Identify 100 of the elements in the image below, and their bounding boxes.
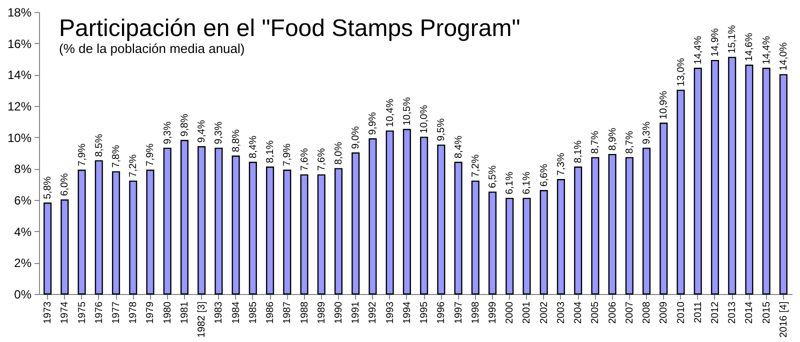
data-label: 10,5%	[402, 97, 413, 126]
bar	[420, 136, 428, 295]
x-tick-label: 2012	[710, 301, 721, 324]
bar	[232, 156, 240, 295]
bar	[266, 166, 274, 295]
data-label: 8,9%	[607, 128, 618, 151]
data-label: 14,4%	[761, 36, 772, 64]
data-label: 14,4%	[692, 36, 704, 64]
bar	[522, 198, 531, 295]
data-label: 14,0%	[778, 42, 790, 71]
data-label: 6,5%	[488, 165, 499, 188]
data-label: 8,1%	[265, 140, 276, 164]
x-tick-label: 1977	[111, 301, 122, 324]
bar	[488, 192, 497, 295]
bar	[556, 179, 565, 295]
y-tick-label: 8%	[14, 162, 32, 176]
data-label: 9,0%	[350, 126, 362, 149]
x-tick-label: 1989	[316, 301, 328, 324]
data-label: 7,9%	[282, 143, 294, 166]
y-tick-label: 2%	[14, 256, 32, 270]
bar	[728, 56, 736, 295]
data-label: 6,1%	[504, 172, 516, 194]
data-label: 13,0%	[676, 58, 687, 86]
x-tick-label: 1978	[128, 301, 140, 324]
chart-title: Participación en el "Food Stamps Program"	[59, 15, 520, 42]
data-label: 6,0%	[60, 173, 71, 196]
x-tick-label: 1992	[368, 301, 379, 324]
data-label: 9,3%	[642, 121, 653, 144]
bar	[745, 64, 754, 295]
data-label: 7,8%	[111, 144, 122, 168]
x-tick-label: 2001	[522, 301, 533, 324]
x-tick-label: 2002	[538, 301, 550, 324]
bar	[660, 122, 668, 295]
bar	[112, 171, 120, 295]
bar	[437, 144, 446, 295]
bar	[94, 160, 103, 295]
x-tick-label: 1979	[145, 301, 156, 324]
x-tick-label: 1991	[350, 301, 362, 324]
data-label: 7,3%	[556, 152, 567, 176]
x-tick-label: 2014	[744, 301, 756, 324]
x-tick-label: 1999	[488, 301, 499, 324]
bar	[300, 174, 308, 295]
bar	[283, 170, 292, 295]
data-label: 8,1%	[573, 140, 584, 164]
bar	[454, 162, 462, 295]
data-label: 7,6%	[316, 148, 328, 171]
bar	[60, 199, 69, 295]
x-tick-label: 1983	[214, 301, 225, 324]
x-tick-label: 1984	[230, 301, 242, 324]
data-label: 7,2%	[470, 154, 482, 178]
bar	[676, 90, 685, 295]
y-tick-label: 12%	[7, 100, 32, 114]
x-tick-label: 1990	[333, 301, 344, 324]
y-tick-label: 6%	[14, 194, 32, 208]
data-label: 9,8%	[179, 114, 190, 136]
data-label: 8,7%	[590, 130, 602, 154]
data-label: 14,6%	[744, 32, 756, 62]
bar	[129, 180, 138, 295]
x-tick-label: 2007	[624, 301, 636, 324]
bar	[44, 202, 52, 295]
x-tick-label: 2006	[607, 301, 618, 324]
x-tick-label: 2015	[761, 301, 772, 324]
x-tick-label: 1988	[299, 301, 310, 324]
data-label: 8,8%	[230, 129, 242, 152]
data-label: 7,2%	[128, 154, 140, 178]
y-tick-label: 4%	[14, 224, 32, 239]
bar	[506, 198, 514, 295]
x-tick-label: 2016 [4]	[778, 301, 790, 338]
bar	[642, 148, 651, 295]
bar	[710, 60, 720, 295]
x-tick-label: 2004	[573, 301, 584, 324]
bar	[368, 138, 377, 295]
bar	[352, 152, 360, 295]
bar	[402, 128, 411, 295]
bar	[386, 130, 394, 295]
data-label: 9,3%	[162, 121, 174, 144]
bar	[198, 146, 206, 295]
data-label: 7,9%	[145, 143, 156, 166]
y-tick-label: 18%	[7, 6, 32, 20]
bar	[574, 166, 582, 295]
y-tick-label: 10%	[7, 130, 32, 145]
data-label: 7,6%	[299, 148, 310, 171]
data-label: 10,4%	[384, 98, 396, 128]
data-label: 8,7%	[624, 130, 636, 154]
x-tick-label: 1997	[453, 301, 464, 324]
x-tick-label: 2013	[727, 301, 738, 324]
bar	[334, 168, 343, 295]
x-tick-label: 2009	[658, 301, 670, 324]
bar	[591, 157, 600, 295]
data-label: 10,9%	[658, 90, 670, 120]
x-tick-label: 2010	[676, 301, 687, 324]
data-label: 8,4%	[248, 136, 259, 158]
x-tick-label: 1996	[436, 301, 448, 324]
x-tick-label: 1998	[470, 301, 482, 324]
x-tick-label: 1994	[402, 301, 413, 324]
data-label: 9,3%	[214, 121, 225, 144]
data-label: 9,5%	[436, 118, 448, 142]
bar	[163, 148, 172, 295]
x-tick-label: 1985	[248, 301, 259, 324]
data-label: 6,6%	[538, 164, 550, 187]
